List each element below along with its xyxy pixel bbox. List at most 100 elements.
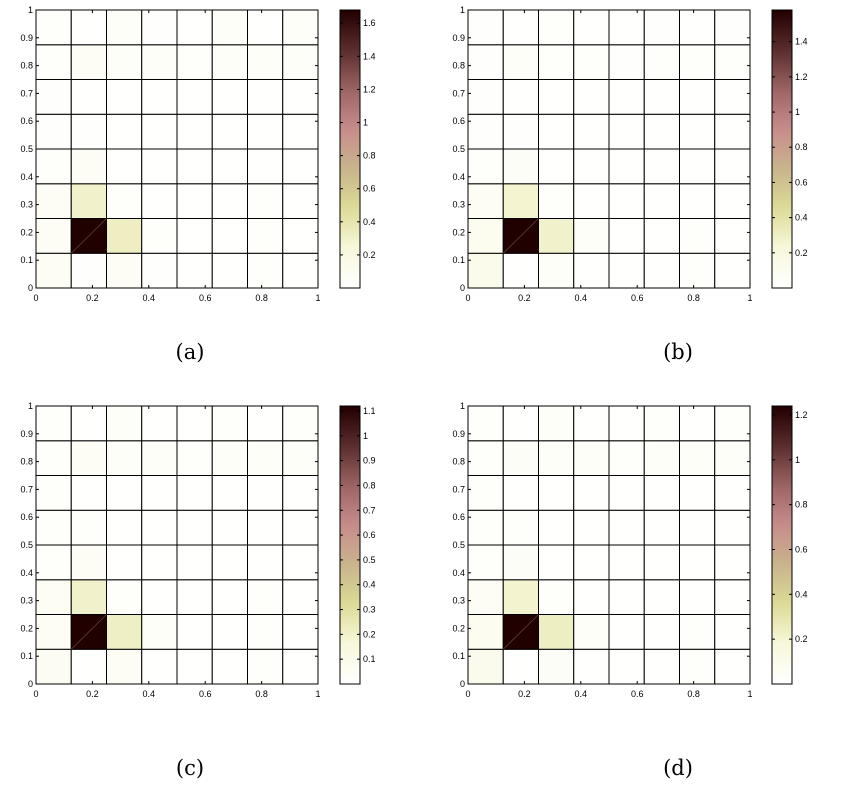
heatmap-cell [211,183,248,219]
x-tick-label: 0.8 [255,293,268,303]
colorbar-tick-label: 0.8 [363,151,376,161]
heatmap-cell [141,405,178,442]
heatmap-cell [714,218,751,254]
plot-group: 0 0.2 0.4 0.6 0.8 1 0 0.1 0.2 0.3 0.4 0.5 0.6 0.7 0.8 0… [452,401,752,699]
heatmap-cell [211,440,248,476]
heatmap-cell [608,648,645,685]
colorbar-tick-label: 1.4 [795,37,808,47]
heatmap-cell [282,475,319,511]
heatmap-cell [247,579,284,615]
colorbar-tick-label: 1.6 [363,18,376,28]
heatmap-cell [502,252,539,289]
y-tick-label: 0.9 [452,429,465,439]
colorbar-tick-label: 1.2 [795,410,808,420]
heatmap-cell [502,148,539,185]
heatmap-cell [643,648,680,685]
heatmap-cell [679,648,716,685]
heatmap-cell [679,218,716,254]
heatmap-cell [141,440,178,476]
heatmap-cell [608,440,645,476]
heatmap-cell [608,614,645,650]
y-tick-label: 0.4 [452,172,465,182]
heatmap-cell [35,475,72,511]
heatmap-cell [608,252,645,289]
heatmap-cell [176,148,213,185]
heatmap-cell [247,509,284,546]
heatmap-cell [502,509,539,546]
y-tick-label: 0.5 [20,540,33,550]
heatmap-cell [35,44,72,80]
caption-c: (c) [175,756,205,780]
heatmap-d: 0 0.2 0.4 0.6 0.8 100.10.20.30.40.50.60.70.80… [452,401,808,699]
heatmap-cell [643,44,680,80]
heatmap-cell [70,252,107,289]
y-tick-label: 0 [28,283,33,293]
colorbar-tick-label: 0.2 [795,634,808,644]
heatmap-cell [141,183,178,219]
heatmap-cell [608,509,645,546]
y-tick-label: 0.1 [452,651,465,661]
heatmap-cell [714,475,751,511]
heatmap-cell [247,183,284,219]
y-tick-label: 0.8 [452,61,465,71]
heatmap-cell [502,544,539,581]
heatmap-cell [608,9,645,46]
x-tick-label: 1 [315,689,320,699]
heatmap-cell [106,9,143,46]
heatmap-cell [538,79,575,115]
y-tick-label: 0.9 [20,429,33,439]
heatmap-cell [35,183,72,219]
heatmap-cell [282,79,319,115]
heatmap-cell [282,648,319,685]
heatmap-cell [679,614,716,650]
heatmap-cell [608,579,645,615]
heatmap-cell [211,9,248,46]
heatmap-cell [679,9,716,46]
y-tick-label: 0.4 [20,568,33,578]
y-tick-label: 0.5 [452,540,465,550]
y-tick-label: 0.6 [452,512,465,522]
y-tick-label: 0.3 [452,200,465,210]
heatmap-cell [643,579,680,615]
x-tick-label: 0.4 [575,293,588,303]
cell-diagonal [70,614,107,650]
heatmap-cell [643,113,680,150]
x-tick-label: 0 [33,689,38,699]
colorbar-bar [771,405,793,685]
heatmap-cell [35,79,72,115]
heatmap-cell [573,9,610,46]
colorbar-tick-label: 0.4 [363,217,376,227]
colorbar-tick-label: 0.3 [363,605,376,615]
heatmap-cell [176,544,213,581]
heatmap-cell [106,183,143,219]
x-tick-label: 0.6 [631,293,644,303]
heatmap-cell [538,183,575,219]
heatmap-cell [35,252,72,289]
y-tick-label: 0.1 [20,255,33,265]
heatmap-cell [502,183,539,219]
heatmap-cell [211,544,248,581]
heatmap-cell [247,113,284,150]
heatmap-cell [106,79,143,115]
heatmap-cell [714,614,751,650]
x-tick-label: 0.4 [575,689,588,699]
colorbar-tick-label: 0.2 [363,629,376,639]
heatmap-cell [538,579,575,615]
heatmap-cell [502,440,539,476]
heatmap-cell [176,44,213,80]
heatmap-cell [106,475,143,511]
heatmap-cell [608,183,645,219]
colorbar: 0.1 0.2 0.3 0.4 0.5 0.6 0.7 0.8 0.9 1 1.1 [339,405,376,685]
heatmap-cell [714,79,751,115]
y-tick-label: 0.4 [452,568,465,578]
heatmap-cell [573,475,610,511]
heatmap-cell [467,9,504,46]
colorbar-tick-label: 1.4 [363,51,376,61]
heatmap-b: 0 0.2 0.4 0.6 0.8 100.10.20.30.40.50.60.70.80… [452,5,808,303]
heatmap-cell [176,509,213,546]
heatmap-cell [211,579,248,615]
heatmap-cell [467,544,504,581]
heatmap-cell [714,148,751,185]
heatmap-cell [608,475,645,511]
heatmap-cell [247,79,284,115]
